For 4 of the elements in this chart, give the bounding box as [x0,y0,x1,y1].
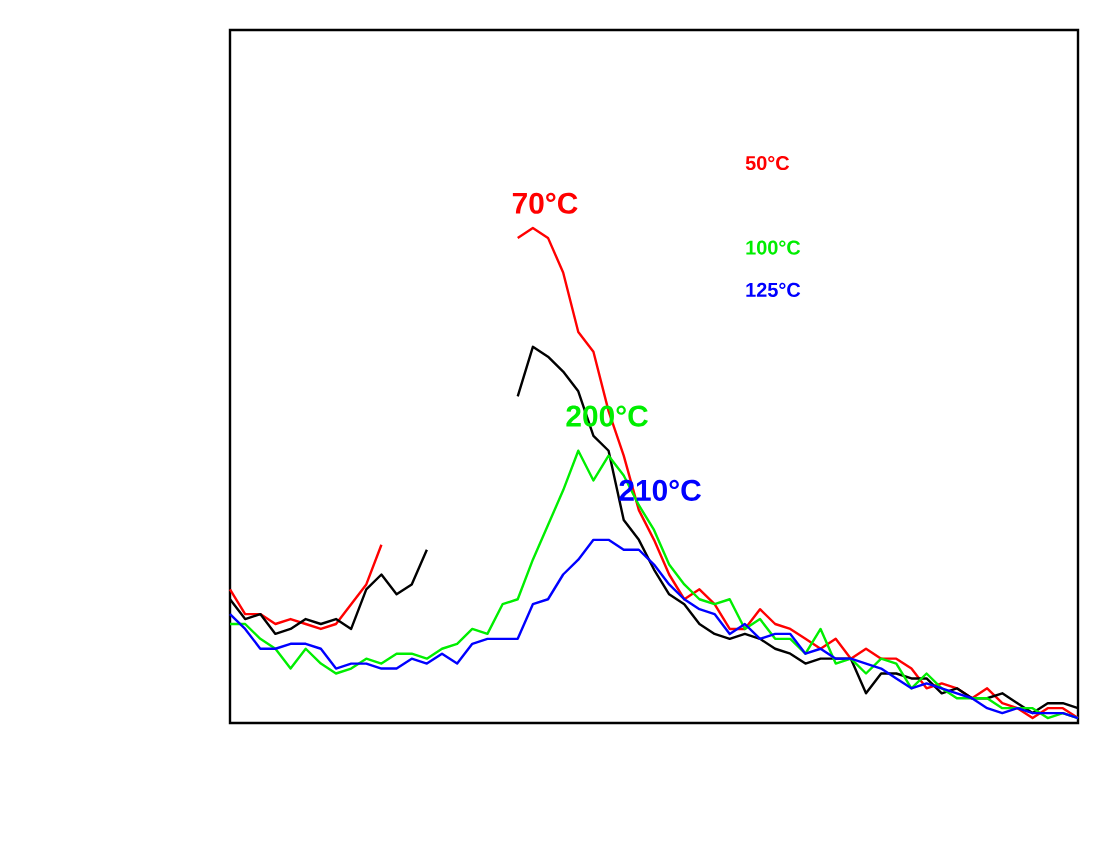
text: 70°C [512,192,578,214]
text: 50°C [745,156,790,171]
text: 100°C [746,240,801,255]
text: 125°C [746,282,801,297]
